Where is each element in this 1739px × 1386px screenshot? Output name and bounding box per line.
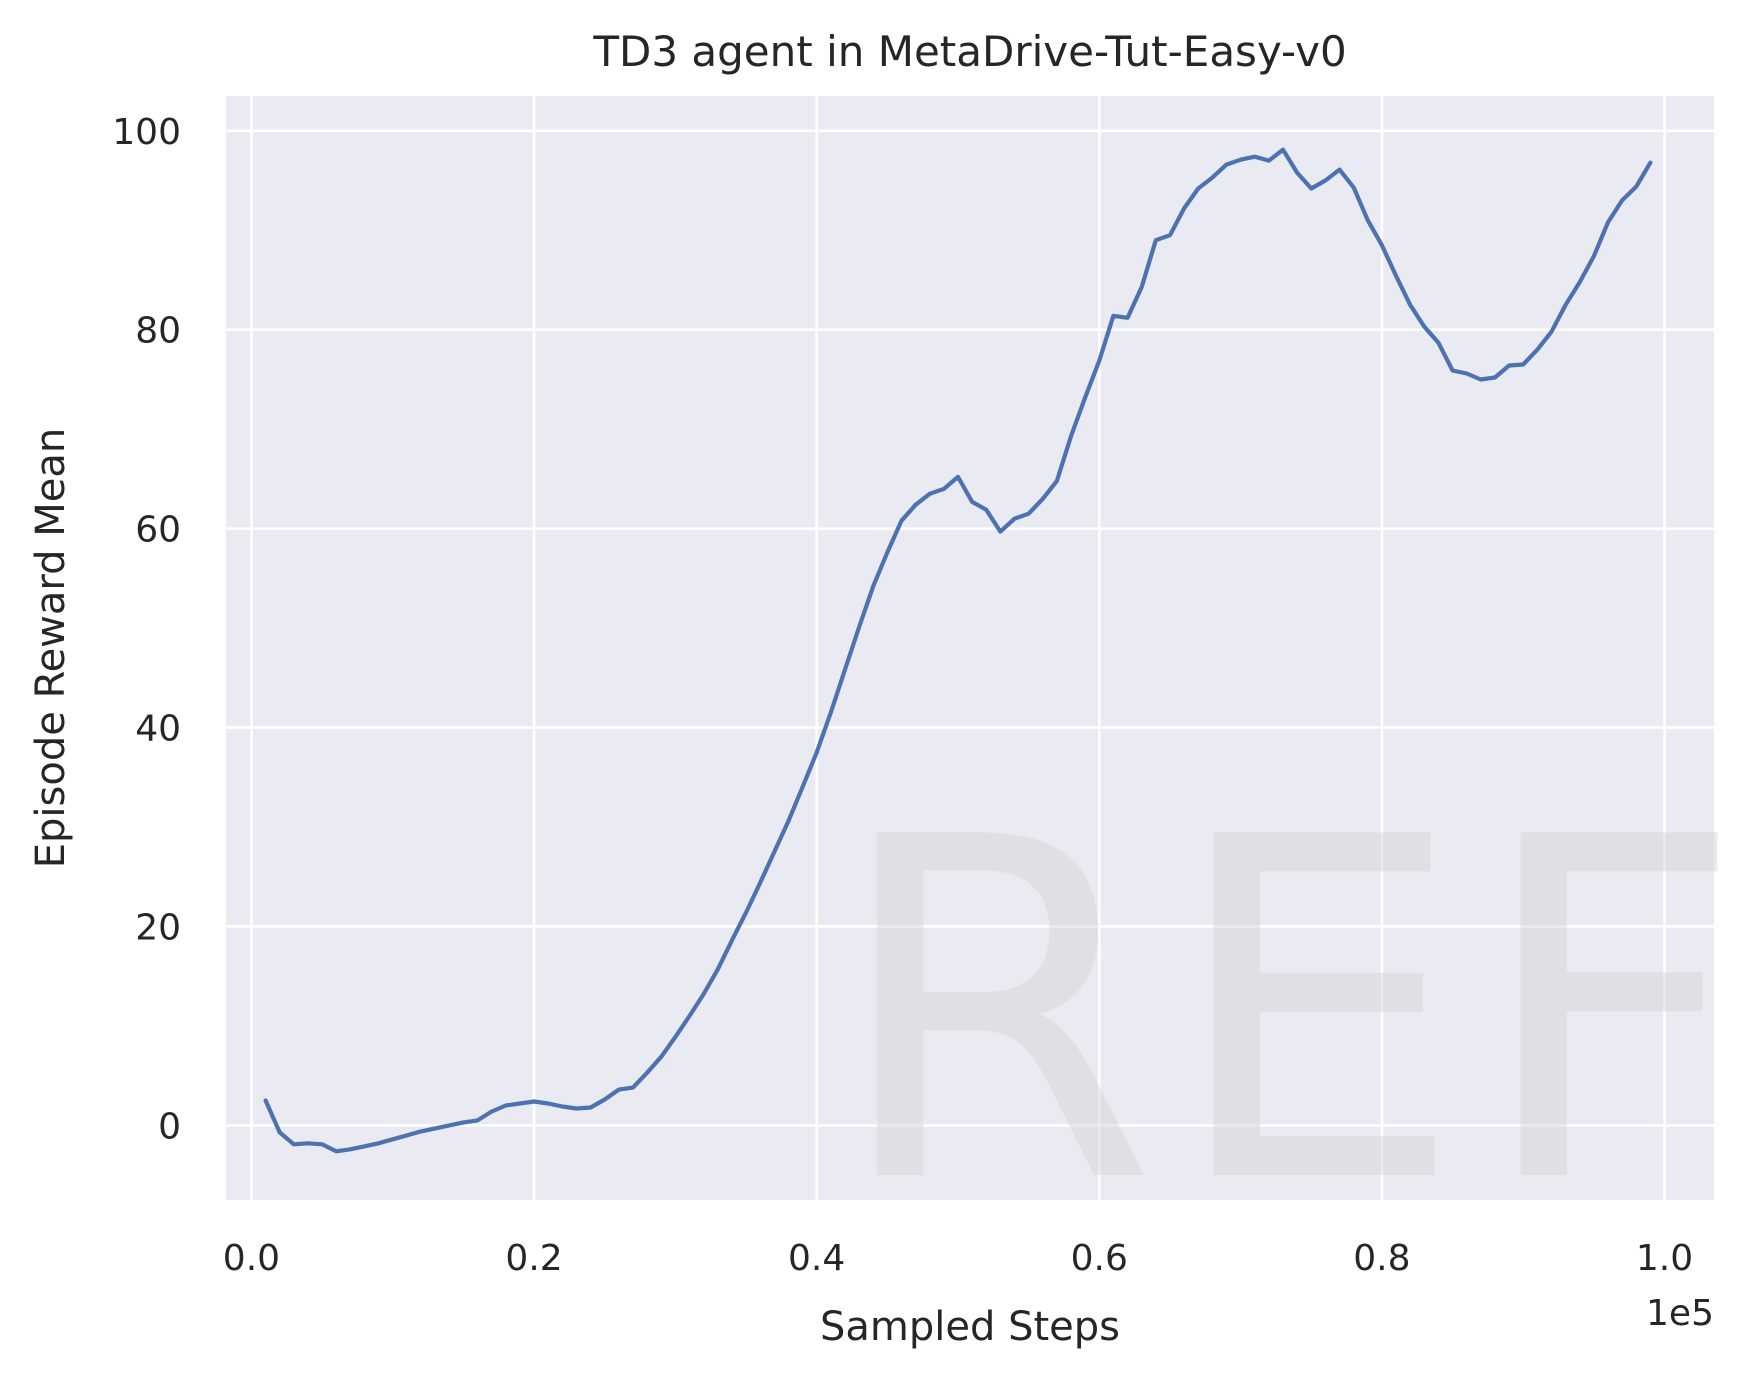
x-tick-label: 1.0	[1636, 1238, 1693, 1279]
x-tick-label: 0.4	[788, 1238, 845, 1279]
series-layer	[263, 147, 1653, 1154]
plot-area	[226, 96, 1714, 1200]
tick-labels: 0.0 0.2 0.4 0.6 0.8 1.0 0 20 40 60 80 100	[112, 112, 1693, 1279]
y-tick-label: 20	[135, 907, 181, 948]
x-axis-offset-label: 1e5	[1646, 1293, 1714, 1334]
grid	[226, 96, 1714, 1200]
x-tick-label: 0.0	[223, 1238, 280, 1279]
x-tick-label: 0.2	[505, 1238, 562, 1279]
y-tick-label: 60	[135, 510, 181, 551]
chart-title: TD3 agent in MetaDrive-Tut-Easy-v0	[592, 27, 1346, 76]
series-line	[263, 147, 1653, 1154]
y-tick-label: 40	[135, 709, 181, 750]
x-tick-label: 0.8	[1353, 1238, 1410, 1279]
y-tick-label: 0	[158, 1106, 181, 1147]
x-axis-label: Sampled Steps	[820, 1304, 1120, 1350]
y-tick-label: 80	[135, 311, 181, 352]
y-tick-label: 100	[112, 112, 181, 153]
x-tick-label: 0.6	[1071, 1238, 1128, 1279]
y-axis-label: Episode Reward Mean	[28, 428, 74, 868]
watermark-text: REF	[831, 739, 1739, 1286]
